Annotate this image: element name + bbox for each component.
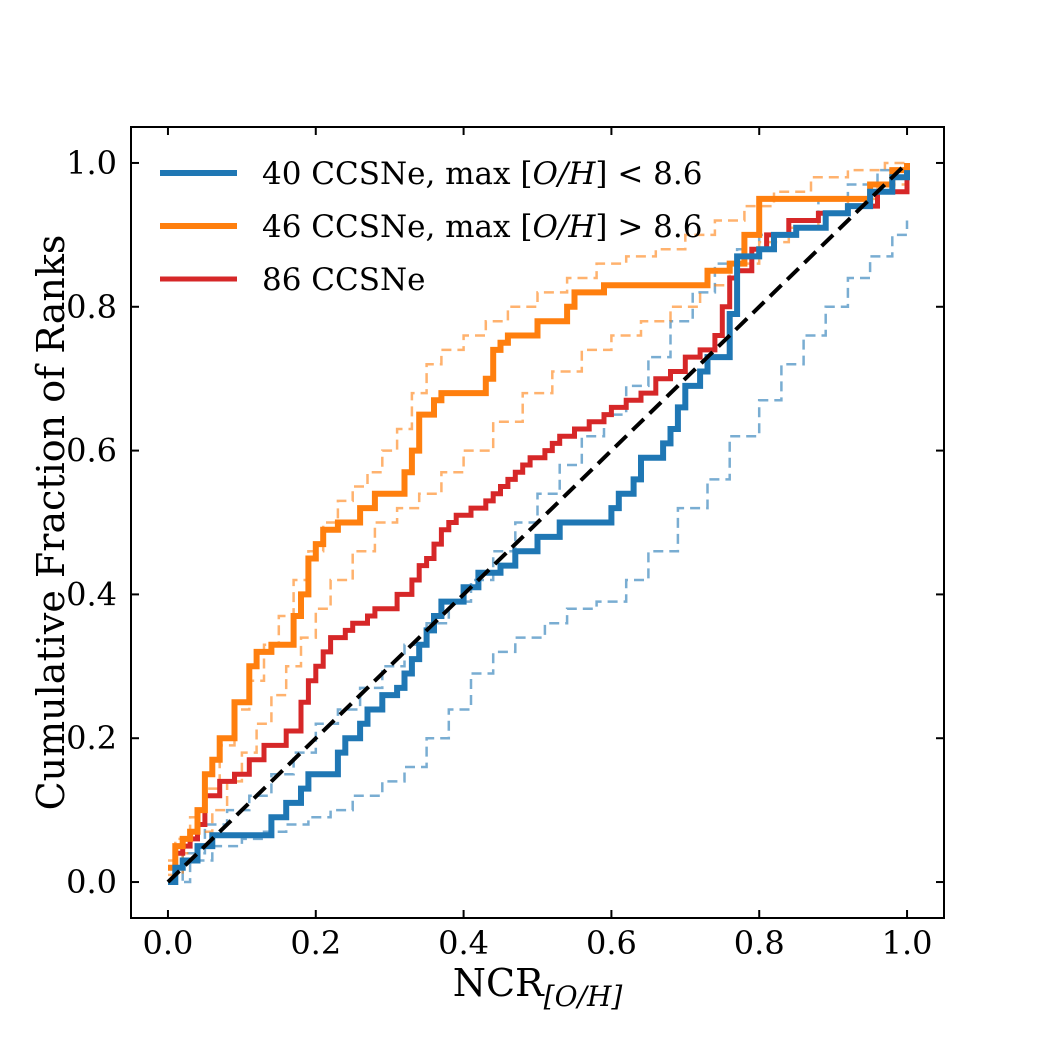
legend-label-part: O/H	[532, 156, 596, 192]
x-axis-label-main: NCR	[453, 961, 545, 1005]
series-low-bound-line	[168, 163, 909, 884]
reference-diagonal-line	[166, 161, 909, 884]
series-low-line	[168, 170, 910, 885]
legend-label-part: 86 CCSNe	[262, 262, 425, 298]
legend: 40 CCSNe, max [O/H] < 8.646 CCSNe, max […	[160, 156, 702, 298]
x-tick-label: 0.6	[586, 924, 637, 962]
x-tick-label: 0.0	[143, 924, 194, 962]
series-all-line	[168, 177, 910, 871]
x-tick-label: 0.2	[290, 924, 341, 962]
x-tick-label: 1.0	[882, 924, 933, 962]
legend-label-part: ] < 8.6	[595, 156, 702, 192]
y-tick-label: 0.8	[66, 288, 117, 326]
y-tick-label: 0.0	[66, 863, 117, 901]
y-axis-label: Cumulative Fraction of Ranks	[29, 235, 73, 811]
legend-label-part: ] > 8.6	[595, 209, 702, 245]
legend-label-part: 40 CCSNe, max	[262, 156, 520, 192]
legend-label-part: O/H	[532, 209, 596, 245]
x-axis-label-subscript: [O/H]	[544, 980, 623, 1013]
y-tick-label: 0.2	[66, 719, 117, 757]
legend-label-part: [	[520, 209, 532, 245]
series-low-bound-line	[168, 220, 909, 884]
y-tick-label: 0.4	[66, 575, 117, 613]
legend-label-high: 46 CCSNe, max [O/H] > 8.6	[262, 209, 702, 245]
tick-layer: 0.0 0.2 0.4 0.6 0.8 1.0 0.0 0.2 0.4 0.6 0.8 1.0	[66, 127, 944, 962]
x-tick-label: 0.4	[438, 924, 489, 962]
legend-label-part: [	[520, 156, 532, 192]
legend-label-all: 86 CCSNe	[262, 262, 425, 298]
x-axis-label: NCR[O/H]	[453, 961, 623, 1013]
legend-label-part: 46 CCSNe, max	[262, 209, 520, 245]
axes-frame	[130, 126, 945, 919]
legend-label-low: 40 CCSNe, max [O/H] < 8.6	[262, 156, 702, 192]
x-tick-label: 0.8	[734, 924, 785, 962]
series-layer	[166, 161, 910, 885]
series-high-line	[168, 163, 910, 871]
y-tick-label: 0.6	[66, 432, 117, 470]
y-tick-label: 1.0	[66, 144, 117, 182]
